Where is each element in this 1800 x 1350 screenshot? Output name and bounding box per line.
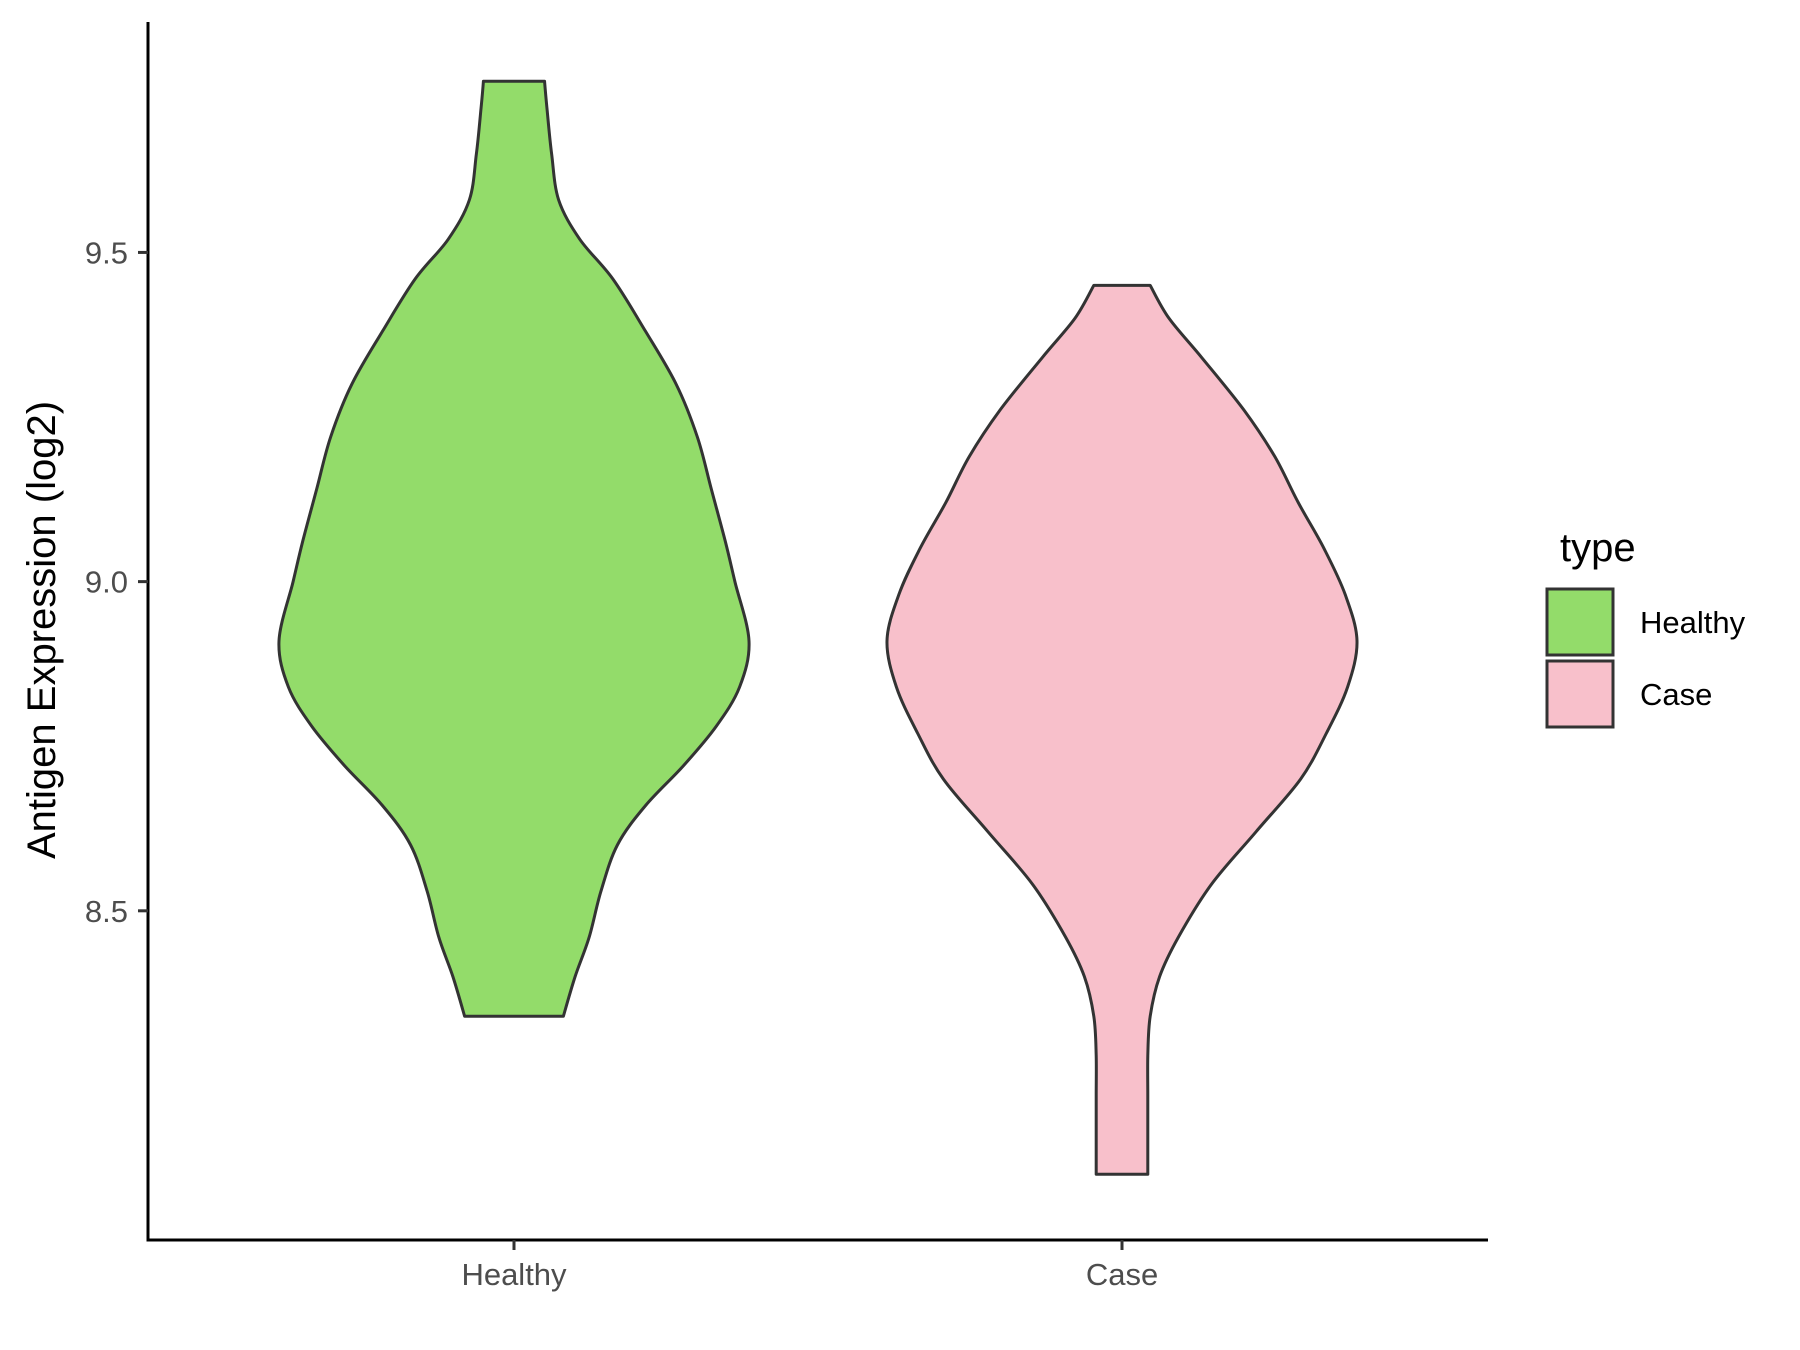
x-ticks: Healthy Case [461,1240,1158,1292]
y-tick-label: 9.5 [85,235,128,270]
violin-layer [277,79,1359,1176]
x-tick-label: Case [1086,1257,1158,1292]
legend-title: type [1560,526,1636,570]
y-tick-label: 9.0 [85,565,128,600]
violin-case [885,283,1359,1176]
y-axis-title: Antigen Expression (log2) [20,401,64,859]
x-tick-label: Healthy [461,1257,567,1292]
legend: type Healthy Case [1545,526,1746,729]
legend-key-healthy [1545,587,1615,657]
legend-items: Healthy Case [1545,587,1746,729]
legend-key-case [1545,659,1615,729]
violin-healthy [277,79,751,1018]
y-tick-label: 8.5 [85,894,128,929]
y-ticks: 8.5 9.0 9.5 [85,235,148,929]
legend-label-healthy: Healthy [1640,605,1746,640]
legend-label-case: Case [1640,677,1712,712]
